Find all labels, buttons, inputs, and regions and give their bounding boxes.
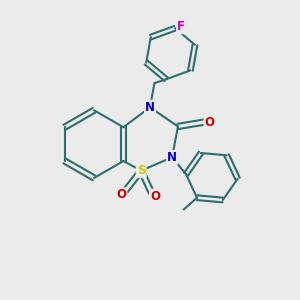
Text: O: O bbox=[116, 188, 126, 201]
Text: S: S bbox=[137, 164, 146, 177]
Text: F: F bbox=[177, 20, 185, 33]
Text: O: O bbox=[150, 190, 160, 203]
Text: N: N bbox=[145, 101, 155, 114]
Text: O: O bbox=[205, 116, 214, 128]
Text: N: N bbox=[167, 151, 177, 164]
